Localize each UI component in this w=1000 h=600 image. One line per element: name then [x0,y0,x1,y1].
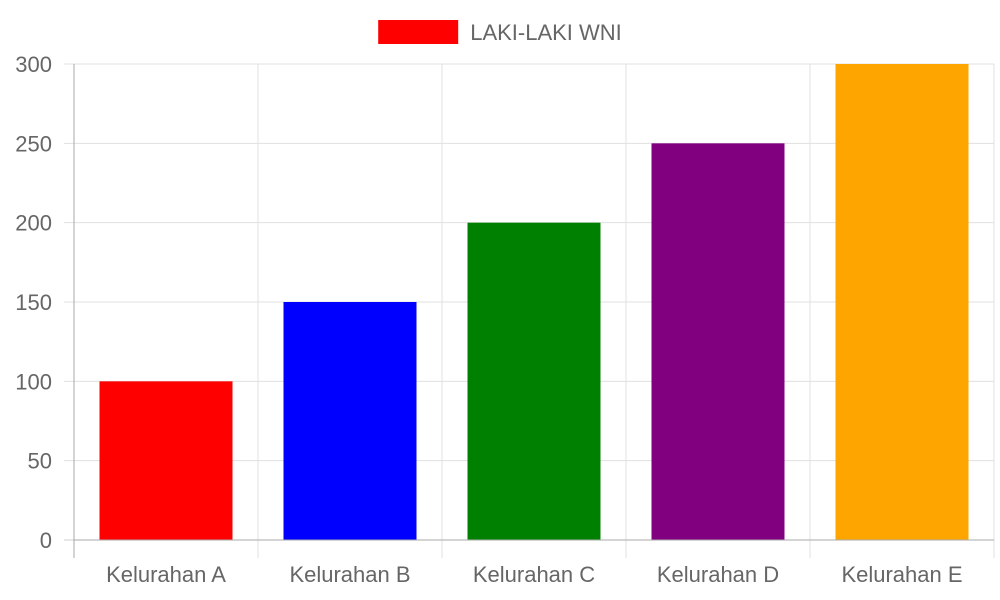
bar-kelurahan-a[interactable] [99,381,233,540]
bar-kelurahan-b[interactable] [283,302,417,540]
x-tick-label-kelurahan-c: Kelurahan C [473,562,595,587]
x-tick-label-kelurahan-d: Kelurahan D [657,562,779,587]
x-tick-label-kelurahan-a: Kelurahan A [106,562,226,587]
y-tick-label-100: 100 [15,369,52,394]
legend-label[interactable]: LAKI-LAKI WNI [470,20,622,45]
labels-layer: 0 50 100 150 200 250 300 Kelurahan A Kelurahan B… [15,52,962,587]
legend-swatch[interactable] [378,20,459,44]
legend[interactable]: LAKI-LAKI WNI [378,20,622,45]
y-tick-label-0: 0 [40,528,52,553]
bars-layer [99,64,969,541]
bar-kelurahan-e[interactable] [835,64,969,540]
y-tick-label-250: 250 [15,131,52,156]
y-tick-label-50: 50 [28,449,52,474]
bar-kelurahan-d[interactable] [651,143,785,541]
x-tick-label-kelurahan-e: Kelurahan E [841,562,962,587]
y-tick-label-300: 300 [15,52,52,77]
bar-kelurahan-c[interactable] [467,222,601,540]
y-tick-label-200: 200 [15,211,52,236]
y-tick-label-150: 150 [15,290,52,315]
x-tick-label-kelurahan-b: Kelurahan B [289,562,410,587]
